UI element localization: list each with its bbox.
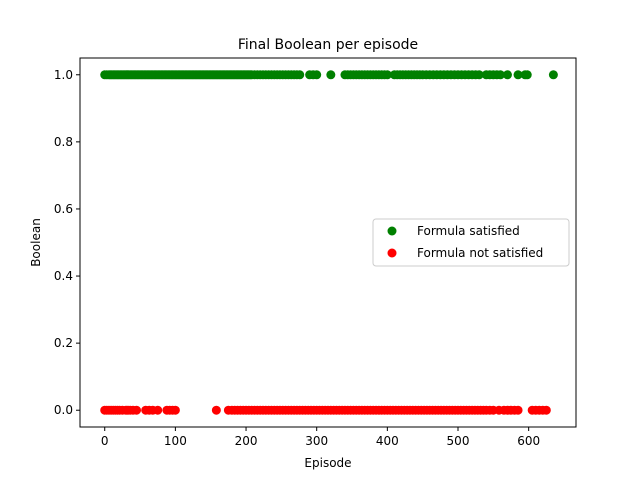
legend-marker-not-satisfied <box>387 248 397 258</box>
x-tick-label-600: 600 <box>517 434 540 448</box>
x-tick-label-100: 100 <box>164 434 187 448</box>
legend-label-satisfied: Formula satisfied <box>417 224 520 238</box>
legend: Formula satisfied Formula not satisfied <box>372 218 570 267</box>
y-tick-label-0: 0.0 <box>54 403 73 417</box>
point-satisfied-177 <box>548 70 558 80</box>
point-satisfied-173 <box>502 70 512 80</box>
point-satisfied-172 <box>495 70 505 80</box>
x-tick-label-0: 0 <box>101 434 109 448</box>
point-not-satisfied-13 <box>132 405 142 415</box>
y-tick-label-3: 0.6 <box>54 202 73 216</box>
y-axis-title: Boolean <box>29 218 43 267</box>
y-axis: 0.0 0.2 0.4 0.6 0.8 1.0 <box>54 68 80 417</box>
y-tick-label-1: 0.2 <box>54 336 73 350</box>
y-tick-label-5: 1.0 <box>54 68 73 82</box>
plot-frame <box>79 57 577 428</box>
point-not-satisfied-122 <box>513 405 523 415</box>
y-tick-label-4: 0.8 <box>54 135 73 149</box>
point-satisfied-123 <box>312 70 322 80</box>
point-satisfied-174 <box>513 70 523 80</box>
point-satisfied-176 <box>522 70 532 80</box>
point-not-satisfied-127 <box>541 405 551 415</box>
x-axis: 0 100 200 300 400 500 600 <box>101 427 540 448</box>
point-satisfied-167 <box>474 70 484 80</box>
x-axis-title: Episode <box>304 456 351 470</box>
point-satisfied-140 <box>382 70 392 80</box>
legend-marker-satisfied <box>387 226 397 236</box>
plot-points <box>100 70 558 415</box>
legend-label-not-satisfied: Formula not satisfied <box>417 246 543 260</box>
point-satisfied-120 <box>295 70 305 80</box>
point-not-satisfied-17 <box>153 405 163 415</box>
point-satisfied-124 <box>326 70 336 80</box>
x-tick-label-300: 300 <box>305 434 328 448</box>
x-tick-label-200: 200 <box>235 434 258 448</box>
chart-title: Final Boolean per episode <box>238 37 418 53</box>
legend-box <box>372 218 570 267</box>
x-tick-label-500: 500 <box>447 434 470 448</box>
y-tick-label-2: 0.4 <box>54 269 73 283</box>
point-not-satisfied-22 <box>211 405 221 415</box>
point-not-satisfied-21 <box>170 405 180 415</box>
x-tick-label-400: 400 <box>376 434 399 448</box>
